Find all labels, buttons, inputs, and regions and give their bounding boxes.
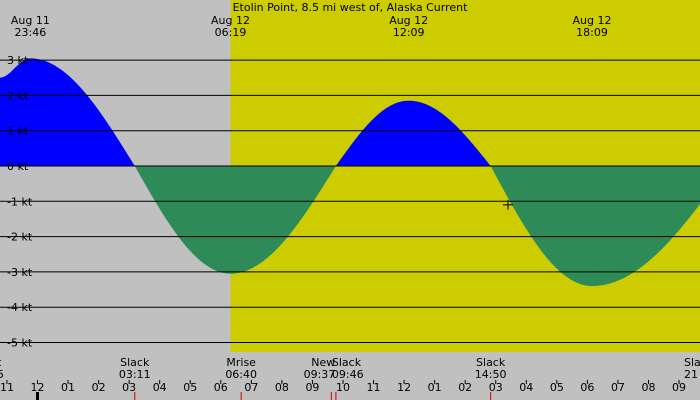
y-tick-labels: 3 kt 2 kt 1 kt 0 kt -1 kt -2 kt -3 kt -4 kt -5 k… [7,54,33,349]
hour-tick-label: 08 [642,381,656,394]
hour-tick-label: 01 [428,381,442,394]
bottom-event-labels: t5Slack03:11Mrise06:40New09:37Slack09:46… [0,356,700,400]
top-time-label: 18:09 [576,26,608,39]
ebb-current-area [0,166,700,287]
event-name: New [311,356,335,369]
hour-axis: 11 12 01 02 03 04 05 06 07 08 09 10 11 12 01 02 03 04 05 06… [0,380,686,400]
hour-tick-label: 05 [183,381,197,394]
chart-title: Etolin Point, 8.5 mi west of, Alaska Cur… [233,1,469,14]
event-name: Slack [476,356,506,369]
hour-tick-label: 12 [397,381,411,394]
y-gridlines [0,59,700,343]
event-time: 5 [0,368,4,381]
event-time: 03:11 [119,368,151,381]
y-tick-label: -1 kt [7,195,33,208]
event-time: 06:40 [225,368,257,381]
cursor-crosshair [502,199,513,210]
hour-tick-label: 12 [31,381,45,394]
top-time-label: 12:09 [393,26,425,39]
midnight-marker [36,392,39,400]
top-date-label: Aug 12 [389,14,428,27]
hour-tick-label: 09 [305,381,319,394]
hour-tick-label: 03 [489,381,503,394]
hour-tick-label: 02 [458,381,472,394]
event-name: t [0,356,2,369]
hour-tick-label: 10 [336,381,350,394]
hour-tick-label: 05 [550,381,564,394]
y-tick-label: 3 kt [7,54,29,67]
flood-current-area [0,58,700,166]
event-time: 21 [684,368,698,381]
hour-tick-label: 07 [244,381,258,394]
event-name: Slack [120,356,150,369]
hour-tick-label: 09 [672,381,686,394]
hour-tick-label: 04 [153,381,167,394]
event-name: Mrise [226,356,256,369]
hour-tick-label: 11 [367,381,381,394]
y-tick-label: 0 kt [7,160,29,173]
top-time-label: 23:46 [15,26,47,39]
top-date-label: Aug 12 [572,14,611,27]
y-tick-label: -2 kt [7,231,33,244]
y-tick-label: -4 kt [7,301,33,314]
hour-tick-label: 04 [519,381,533,394]
event-time: 09:37 [304,368,336,381]
hour-tick-label: 06 [214,381,228,394]
y-tick-label: 1 kt [7,125,29,138]
hour-tick-label: 07 [611,381,625,394]
event-name: Slack [332,356,362,369]
hour-tick-label: 01 [61,381,75,394]
event-time: 09:46 [332,368,364,381]
y-tick-label: -3 kt [7,266,33,279]
y-tick-label: 2 kt [7,89,29,102]
event-time: 14:50 [475,368,507,381]
hour-tick-label: 08 [275,381,289,394]
top-date-label: Aug 11 [11,14,50,27]
hour-tick-label: 03 [122,381,136,394]
hour-tick-label: 02 [92,381,106,394]
hour-tick-label: 11 [0,381,14,394]
y-tick-label: -5 kt [7,337,33,350]
hour-tick-label: 06 [580,381,594,394]
top-date-label: Aug 12 [211,14,250,27]
event-name: Sla [684,356,700,369]
top-time-label: 06:19 [215,26,247,39]
